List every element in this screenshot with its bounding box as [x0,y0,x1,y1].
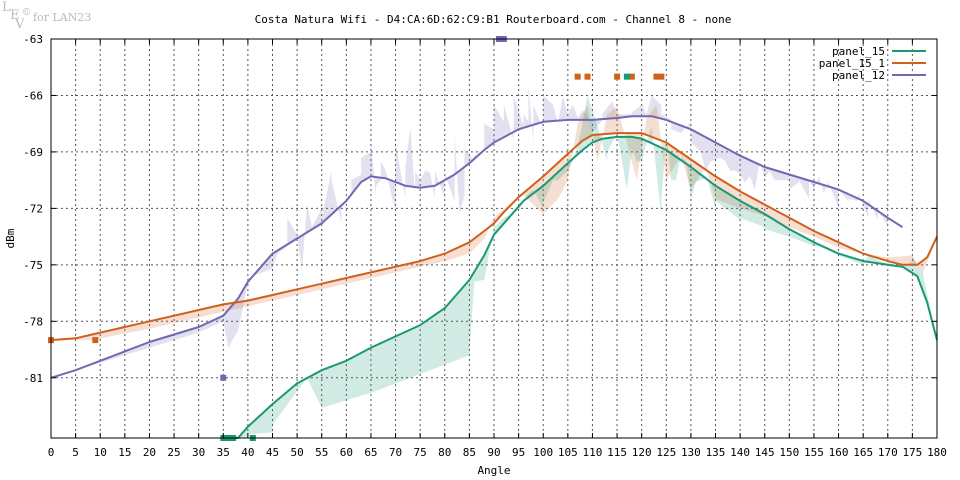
x-tick-label: 105 [558,446,578,459]
watermark-e: E [10,8,20,23]
watermark: L E V © for LAN23 [2,0,91,32]
axis-ticks: 0 5 10 15 20 25 30 35 40 45 50 55 60 65 70 75 80 85 90 95 10… [23,33,947,459]
marker-panel_15_1 [574,73,581,80]
y-tick-label: -78 [23,315,43,328]
x-tick-label: 125 [656,446,676,459]
x-tick-label: 175 [902,446,922,459]
y-tick-label: -63 [23,33,43,46]
watermark-v: V [14,17,25,32]
watermark-l: L [2,0,11,15]
watermark-text: for LAN23 [33,11,91,24]
x-tick-label: 145 [755,446,775,459]
x-tick-label: 170 [878,446,898,459]
line-panel_12 [50,115,904,379]
x-tick-label: 20 [143,446,156,459]
x-tick-label: 45 [266,446,279,459]
x-tick-label: 55 [315,446,328,459]
y-tick-label: -75 [23,259,43,272]
x-axis-title: Angle [477,464,510,477]
line-panel_15_1 [50,132,938,342]
y-axis-title: dBm [4,228,17,248]
y-tick-label: -66 [23,89,43,102]
y-tick-label: -72 [23,202,43,215]
x-tick-label: 0 [48,446,55,459]
x-tick-label: 165 [853,446,873,459]
x-tick-label: 150 [779,446,799,459]
y-tick-label: -69 [23,146,43,159]
marker-panel_15 [623,73,630,80]
marker-panel_15_1 [92,337,99,344]
x-tick-label: 35 [217,446,230,459]
x-tick-label: 90 [487,446,500,459]
area-panel_15 [223,95,938,438]
area-panel_12 [51,86,903,378]
y-tick-label: -81 [23,372,43,385]
x-tick-label: 110 [583,446,603,459]
x-tick-label: 135 [706,446,726,459]
line-panel_15 [223,135,938,439]
x-tick-label: 30 [192,446,205,459]
legend-label: panel_12 [832,69,885,82]
x-tick-label: 120 [632,446,652,459]
grid [51,39,937,438]
x-tick-label: 60 [340,446,353,459]
x-tick-label: 65 [364,446,377,459]
x-tick-label: 115 [607,446,627,459]
x-tick-label: 100 [533,446,553,459]
marker-panel_15_1 [653,73,660,80]
watermark-copyright: © [22,8,31,18]
x-tick-label: 25 [167,446,180,459]
x-tick-label: 15 [118,446,131,459]
marker-panel_15_1 [584,73,591,80]
chart-title: Costa Natura Wifi - D4:CA:6D:62:C9:B1 Ro… [255,13,732,26]
x-tick-label: 140 [730,446,750,459]
x-tick-label: 160 [829,446,849,459]
marker-panel_15_1 [628,73,635,80]
legend-label: panel_15_1 [819,57,885,70]
x-tick-label: 180 [927,446,947,459]
x-tick-label: 50 [290,446,303,459]
x-tick-label: 85 [463,446,476,459]
x-tick-label: 75 [414,446,427,459]
series-lines [50,115,938,439]
x-tick-label: 70 [389,446,402,459]
x-tick-label: 155 [804,446,824,459]
x-tick-label: 130 [681,446,701,459]
x-tick-label: 80 [438,446,451,459]
marker-panel_12 [220,374,227,381]
x-tick-label: 5 [72,446,79,459]
marker-panel_15_1 [658,73,665,80]
marker-panel_15_1 [614,73,621,80]
x-tick-label: 95 [512,446,525,459]
x-tick-label: 40 [241,446,254,459]
x-tick-label: 10 [94,446,107,459]
legend-label: panel_15 [832,45,885,58]
